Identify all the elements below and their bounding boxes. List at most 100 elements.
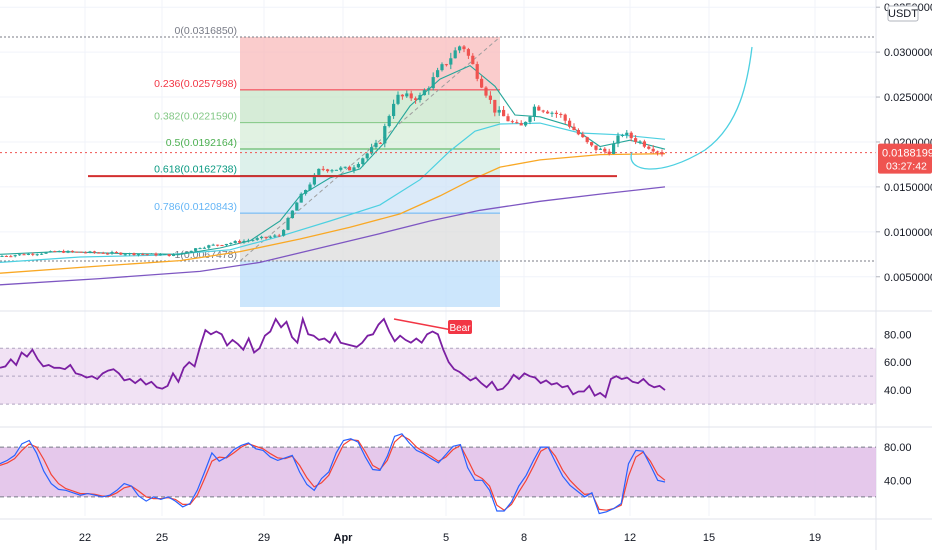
stoch-rsi-pane: [0, 433, 876, 515]
candle-body: [550, 112, 554, 114]
candle-body: [317, 168, 321, 175]
candle-body: [554, 112, 558, 115]
fib-level-label: 0.618(0.0162738): [154, 163, 237, 175]
stoch-k-line: [0, 433, 666, 515]
candle-body: [378, 142, 382, 144]
candle-body: [128, 253, 132, 255]
candle-body: [365, 153, 369, 159]
fib-level-label: 0(0.0316850): [175, 25, 237, 37]
candle-body: [198, 248, 202, 250]
candle-body: [436, 70, 440, 78]
candle-body: [79, 251, 83, 253]
candle-body: [84, 252, 88, 254]
candle-body: [268, 236, 272, 238]
time-axis[interactable]: 22 25 29 Apr 5 8 12 15 19: [79, 532, 821, 544]
candle-body: [286, 218, 290, 230]
candle-body: [44, 252, 48, 254]
candle-body: [154, 253, 158, 256]
candle-body: [466, 49, 470, 56]
candle-body: [453, 50, 457, 59]
price-axis[interactable]: 0.03500000.03000000.02500000.02000000.01…: [876, 2, 932, 284]
price-axis-tick: 0.0100000: [884, 227, 932, 239]
candle-body: [176, 254, 180, 256]
candle-body: [238, 241, 242, 243]
candle-body: [97, 252, 101, 254]
candle-body: [150, 253, 154, 255]
candle-body: [493, 99, 497, 113]
currency-badge[interactable]: [887, 5, 919, 22]
currency-badge-label: USDT: [888, 8, 918, 20]
candle-body: [563, 114, 567, 121]
candle-body: [568, 120, 572, 127]
fib-level-label: 0.382(0.0221590): [154, 111, 237, 123]
candle-body: [449, 58, 453, 65]
stoch-axis: 80.00 40.00: [884, 442, 912, 487]
time-axis-tick: 8: [521, 532, 527, 544]
candle-body: [572, 126, 576, 130]
candle-body: [471, 55, 475, 65]
rsi-axis-tick: 60.00: [884, 357, 912, 369]
candle-body: [409, 93, 413, 99]
candle-body: [330, 170, 334, 172]
rsi-pane: Bear: [0, 315, 876, 405]
bar-countdown: 03:27:42: [886, 161, 927, 173]
fib-zone: [240, 122, 500, 150]
candle-body: [62, 250, 66, 253]
time-axis-tick: 19: [809, 532, 821, 544]
candle-body: [224, 243, 228, 246]
candle-body: [585, 137, 589, 143]
candle-body: [462, 46, 466, 50]
candle-body: [277, 235, 281, 237]
candle-body: [114, 252, 118, 254]
bear-label: Bear: [449, 323, 471, 334]
candle-body: [616, 135, 620, 144]
candle-body: [502, 109, 506, 117]
candle-body: [576, 129, 580, 135]
candle-body: [537, 106, 541, 111]
candle-body: [312, 174, 316, 185]
candle-body: [396, 94, 400, 104]
candle-body: [651, 148, 655, 152]
candle-body: [220, 245, 224, 247]
stoch-d-line: [0, 434, 666, 511]
candle-body: [581, 134, 585, 138]
candle-body: [75, 251, 79, 253]
candle-body: [356, 164, 360, 168]
projection-curve[interactable]: [630, 46, 753, 170]
candle-body: [440, 64, 444, 71]
candle-body: [334, 169, 338, 171]
candle-body: [88, 251, 92, 253]
time-axis-tick: 29: [258, 532, 270, 544]
candle-body: [392, 103, 396, 117]
rsi-axis-tick: 40.00: [884, 385, 912, 397]
candle-body: [484, 87, 488, 96]
candle-body: [642, 141, 646, 147]
candle-body: [625, 132, 629, 135]
candle-body: [295, 202, 299, 211]
candle-body: [207, 245, 211, 248]
candle-body: [603, 148, 607, 152]
stoch-band: [0, 447, 876, 497]
fib-retracement[interactable]: 0(0.0316850) 0.236(0.0257998) 0.382(0.0221…: [0, 25, 876, 307]
candle-body: [559, 114, 563, 116]
candle-body: [110, 252, 114, 254]
candle-body: [546, 111, 550, 114]
candle-body: [612, 143, 616, 154]
time-axis-tick: Apr: [334, 532, 354, 544]
ma-slow-line: [0, 153, 666, 274]
candle-body: [282, 229, 286, 236]
ma-long-line: [0, 186, 666, 286]
fib-zone: [240, 213, 500, 262]
candle-body: [260, 236, 264, 239]
candle-body: [216, 244, 220, 246]
candle-body: [233, 241, 237, 243]
candle-body: [101, 252, 105, 254]
fib-level-label: 0.236(0.0257998): [154, 78, 237, 90]
candle-body: [532, 106, 536, 117]
candle-body: [370, 147, 374, 154]
candle-body: [361, 158, 365, 165]
fib-level-label: 1(0.0067478): [175, 249, 237, 261]
candle-body: [31, 253, 35, 255]
